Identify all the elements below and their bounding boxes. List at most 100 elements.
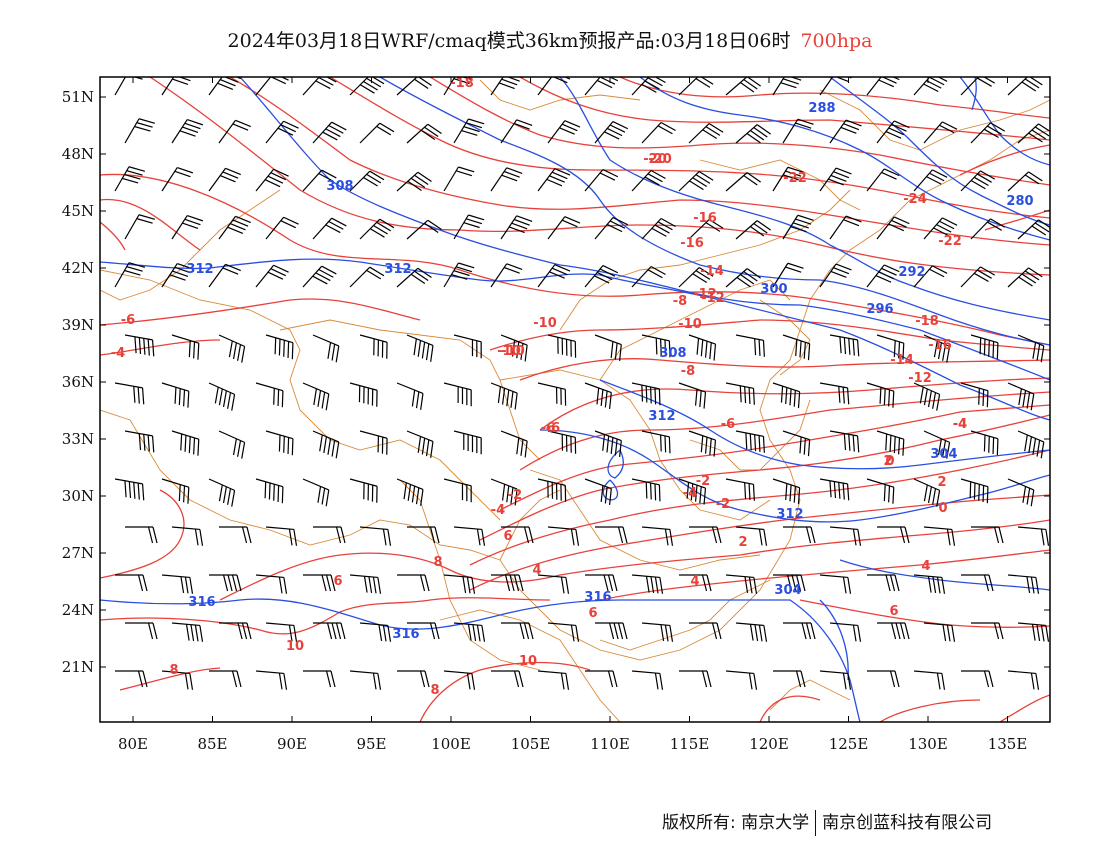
barb-staff [782, 118, 799, 144]
barb-feather [805, 526, 812, 544]
barb-feather [1035, 577, 1040, 594]
barb-feather [926, 80, 942, 89]
barb-feather [986, 486, 989, 504]
wind-barb [867, 670, 900, 688]
barb-staff [406, 123, 429, 144]
barb-staff [490, 263, 508, 288]
barb-feather [218, 484, 223, 502]
barb-feather [789, 388, 792, 406]
barb-feather [229, 223, 246, 231]
barb-staff [772, 166, 789, 192]
wind-barb [397, 670, 430, 688]
wind-barb [688, 123, 724, 144]
barb-feather [1034, 126, 1050, 137]
barb-feather [237, 344, 242, 361]
wind-barb [406, 430, 434, 458]
barb-feather [132, 77, 143, 80]
barb-feather [787, 262, 804, 269]
barb-feather [325, 128, 341, 138]
barb-feather [992, 341, 995, 358]
wind-barb [960, 77, 996, 96]
barb-feather [420, 129, 436, 140]
barb-feather [803, 342, 806, 359]
lon-tick-label: 120E [749, 735, 789, 753]
barb-feather [1035, 673, 1040, 690]
barb-feather [554, 264, 571, 272]
temperature-label: 4 [690, 574, 699, 589]
barb-feather [267, 271, 284, 280]
wind-barb [115, 574, 148, 592]
barb-feather [1036, 624, 1041, 642]
geopotential-label: 304 [930, 447, 957, 462]
barb-feather [184, 576, 189, 594]
barb-feather [608, 622, 615, 640]
barb-feather [758, 339, 761, 356]
barb-feather [387, 625, 392, 642]
barb-feather [197, 439, 200, 456]
lat-tick-label: 36N [62, 373, 94, 391]
wind-barb [161, 77, 193, 96]
barb-feather [458, 262, 475, 269]
barb-staff [631, 574, 660, 579]
barb-feather [879, 387, 882, 404]
barb-feather [280, 220, 297, 229]
barb-staff [735, 622, 764, 627]
lat-tick-label: 48N [62, 145, 94, 163]
barb-feather [430, 441, 434, 458]
barb-staff [547, 216, 566, 240]
barb-feather [501, 484, 506, 501]
barb-feather [847, 577, 852, 594]
wind-barb [491, 670, 524, 688]
copyright-left: 版权所有: 南京大学 [662, 813, 810, 833]
temperature-contour [149, 77, 1050, 276]
barb-feather [842, 576, 847, 594]
barb-feather [942, 217, 958, 226]
barb-feather [736, 276, 751, 288]
barb-feather [612, 217, 629, 226]
wind-barb [547, 334, 577, 358]
barb-feather [288, 528, 293, 546]
barb-feather [189, 673, 194, 690]
barb-feather [1030, 393, 1035, 411]
barb-feather [335, 622, 342, 640]
barb-staff [1017, 622, 1046, 627]
barb-feather [939, 124, 955, 134]
barb-staff [537, 670, 566, 675]
barb-feather [596, 387, 600, 405]
barb-feather [1030, 576, 1035, 594]
wind-barb [960, 382, 989, 408]
wind-barb [913, 574, 946, 594]
barb-feather [694, 485, 698, 502]
barb-staff [114, 262, 130, 288]
barb-feather [708, 219, 724, 229]
wind-barb [443, 574, 476, 594]
wind-barb [265, 622, 298, 642]
barb-staff [688, 334, 716, 345]
barb-feather [516, 341, 520, 359]
barb-feather [317, 390, 322, 407]
barb-feather [501, 388, 506, 405]
wind-barb [208, 382, 236, 411]
barb-staff [1017, 334, 1045, 347]
barb-staff [265, 216, 285, 240]
wind-barb [397, 574, 430, 592]
wind-barb [490, 167, 523, 192]
wind-barb [960, 266, 996, 288]
barb-feather [599, 268, 616, 277]
barb-feather [235, 119, 251, 128]
wind-barb [255, 382, 284, 408]
barb-feather [654, 387, 657, 405]
barb-feather [264, 481, 267, 499]
barb-feather [709, 342, 712, 360]
barb-feather [651, 227, 667, 237]
wind-barb [772, 77, 802, 96]
barb-staff [819, 478, 848, 485]
barb-feather [288, 624, 293, 642]
barb-feather [331, 217, 347, 227]
barb-staff [359, 622, 388, 627]
geopotential-label: 312 [384, 262, 411, 277]
barb-feather [511, 222, 528, 230]
barb-feather [504, 574, 511, 592]
barb-feather [417, 267, 432, 278]
barb-staff [913, 265, 933, 288]
